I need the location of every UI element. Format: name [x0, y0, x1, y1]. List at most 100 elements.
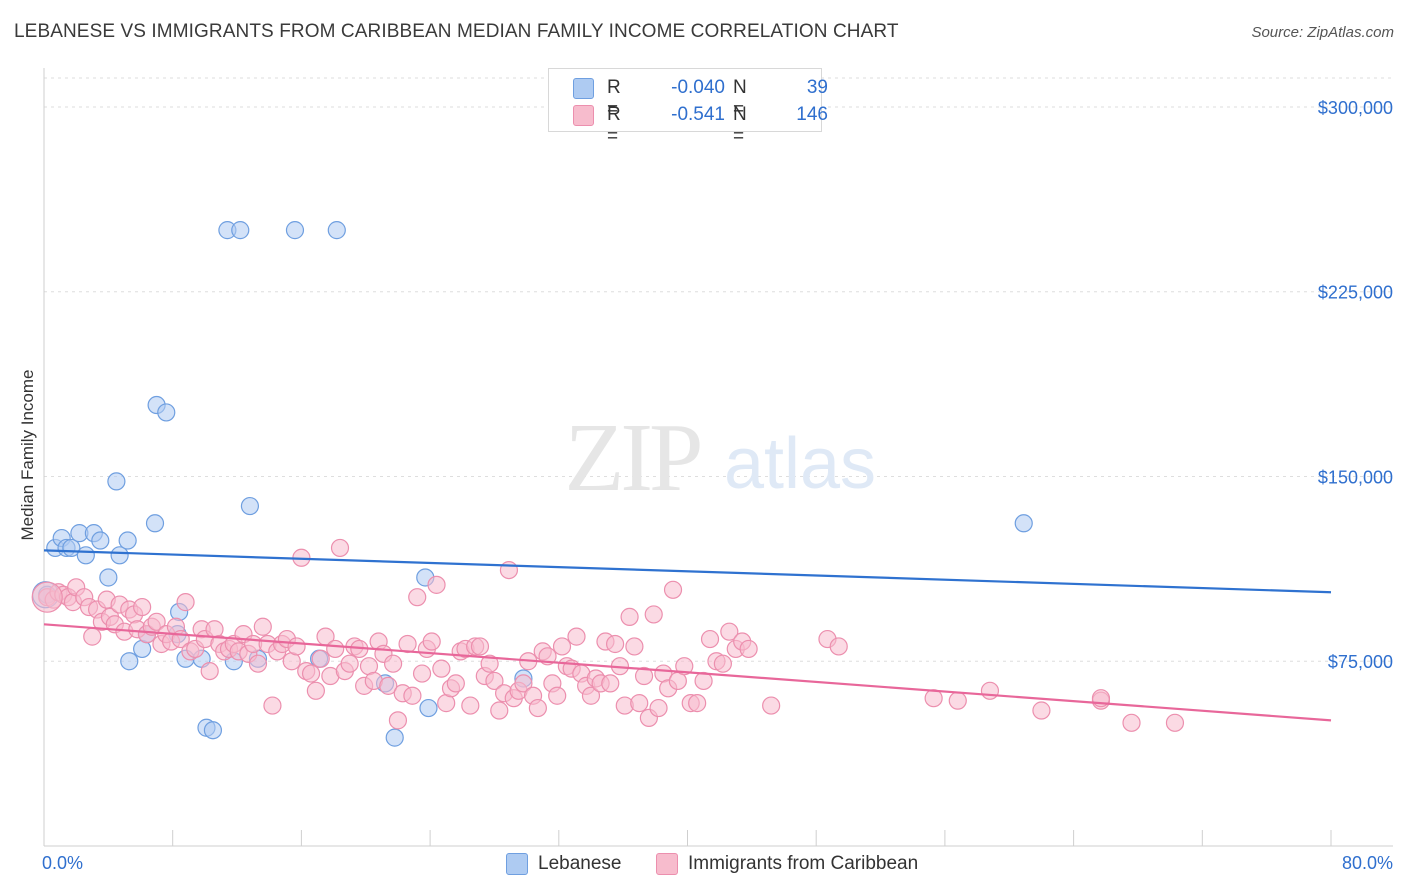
- legend-n-label: N =: [733, 104, 747, 147]
- data-point: [1014, 514, 1033, 533]
- data-point: [630, 694, 649, 713]
- data-point: [110, 546, 129, 565]
- legend-r-label: R =: [607, 77, 621, 120]
- watermark-zip: ZIP: [565, 404, 700, 512]
- data-point: [385, 728, 404, 747]
- data-point: [248, 654, 268, 673]
- data-point: [490, 701, 509, 720]
- data-point: [330, 538, 350, 558]
- data-point: [263, 696, 282, 715]
- data-point: [688, 694, 707, 713]
- bottom-legend-swatch-lebanese: [506, 853, 528, 875]
- y-tick-label: $225,000: [1318, 283, 1393, 303]
- data-point: [326, 639, 345, 659]
- data-point: [388, 711, 408, 730]
- data-point: [301, 664, 321, 683]
- legend-r-value: -0.541: [671, 104, 725, 125]
- correlation-legend: R = -0.040 N = 39 R = -0.541 N = 146: [548, 68, 828, 147]
- data-point: [383, 654, 403, 673]
- data-point: [253, 617, 272, 636]
- data-point: [1165, 713, 1185, 732]
- data-point: [340, 654, 359, 673]
- data-point: [499, 560, 519, 580]
- data-point: [427, 575, 446, 594]
- data-point: [176, 593, 195, 612]
- legend-n-value: 146: [796, 104, 828, 125]
- data-point: [432, 659, 451, 678]
- data-point: [762, 696, 781, 715]
- data-point: [700, 629, 720, 649]
- legend-swatch-lebanese: [573, 78, 594, 99]
- data-point: [567, 627, 586, 646]
- data-point: [446, 674, 465, 693]
- data-point: [118, 531, 137, 550]
- data-point: [419, 698, 438, 718]
- data-point: [200, 661, 219, 681]
- data-point: [581, 686, 601, 705]
- legend-r-value: -0.040: [671, 77, 725, 98]
- data-point: [1032, 701, 1051, 720]
- data-point: [287, 637, 306, 656]
- bottom-legend-swatch-caribbean: [656, 853, 678, 875]
- data-point: [76, 546, 95, 565]
- data-point: [625, 637, 644, 656]
- data-point: [231, 221, 250, 240]
- data-point: [552, 637, 572, 656]
- data-point: [514, 674, 533, 693]
- data-point: [739, 639, 758, 659]
- data-point: [980, 681, 1000, 700]
- grid-lines: [44, 77, 1393, 662]
- data-point: [470, 637, 490, 656]
- data-point: [91, 531, 110, 550]
- y-tick-label: $150,000: [1318, 467, 1393, 487]
- axes: [43, 68, 1393, 847]
- legend-swatch-caribbean: [573, 105, 594, 126]
- y-tick-label: $75,000: [1328, 652, 1393, 672]
- data-point: [422, 632, 441, 651]
- data-point: [306, 681, 325, 700]
- trend-line-lebanese: [43, 549, 1332, 594]
- y-tick-labels: $75,000 $150,000 $225,000 $300,000: [1318, 98, 1393, 672]
- trend-line-caribbean: [43, 623, 1332, 722]
- data-point: [461, 696, 480, 715]
- data-point: [408, 588, 427, 607]
- data-point: [720, 622, 739, 641]
- source-credit: Source: ZipAtlas.com: [1251, 24, 1394, 41]
- watermark: ZIP atlas: [565, 404, 877, 512]
- bottom-legend-label-lebanese: Lebanese: [538, 853, 622, 874]
- data-point: [948, 691, 967, 710]
- trend-lines: [43, 549, 1332, 722]
- data-point: [829, 637, 848, 656]
- data-point: [120, 652, 139, 671]
- data-point: [285, 221, 305, 240]
- x-tick-label-max: 80.0%: [1342, 853, 1393, 873]
- data-point: [548, 686, 567, 705]
- data-point: [412, 664, 432, 683]
- series-caribbean-points: [31, 538, 1185, 732]
- data-point: [147, 612, 166, 631]
- data-point: [133, 597, 152, 617]
- y-axis-label: Median Family Income: [18, 369, 37, 540]
- data-point: [620, 607, 639, 626]
- data-point: [240, 496, 260, 516]
- data-point: [663, 580, 683, 599]
- chart-title: LEBANESE VS IMMIGRANTS FROM CARIBBEAN ME…: [14, 21, 899, 42]
- data-point: [99, 568, 118, 587]
- data-point: [327, 221, 346, 240]
- data-point: [675, 657, 694, 676]
- data-point: [107, 472, 126, 491]
- legend-n-label: N =: [733, 77, 747, 120]
- data-point: [311, 649, 330, 668]
- legend-n-value: 39: [806, 77, 828, 98]
- bottom-legend-label-caribbean: Immigrants from Caribbean: [688, 853, 919, 874]
- data-point: [644, 605, 663, 624]
- data-point: [528, 698, 547, 718]
- data-point: [203, 721, 223, 740]
- data-point: [601, 674, 620, 693]
- legend-r-label: R =: [607, 104, 621, 147]
- data-point: [480, 654, 499, 673]
- x-tick-label-min: 0.0%: [42, 853, 83, 873]
- data-point: [606, 634, 625, 654]
- data-point: [145, 514, 165, 533]
